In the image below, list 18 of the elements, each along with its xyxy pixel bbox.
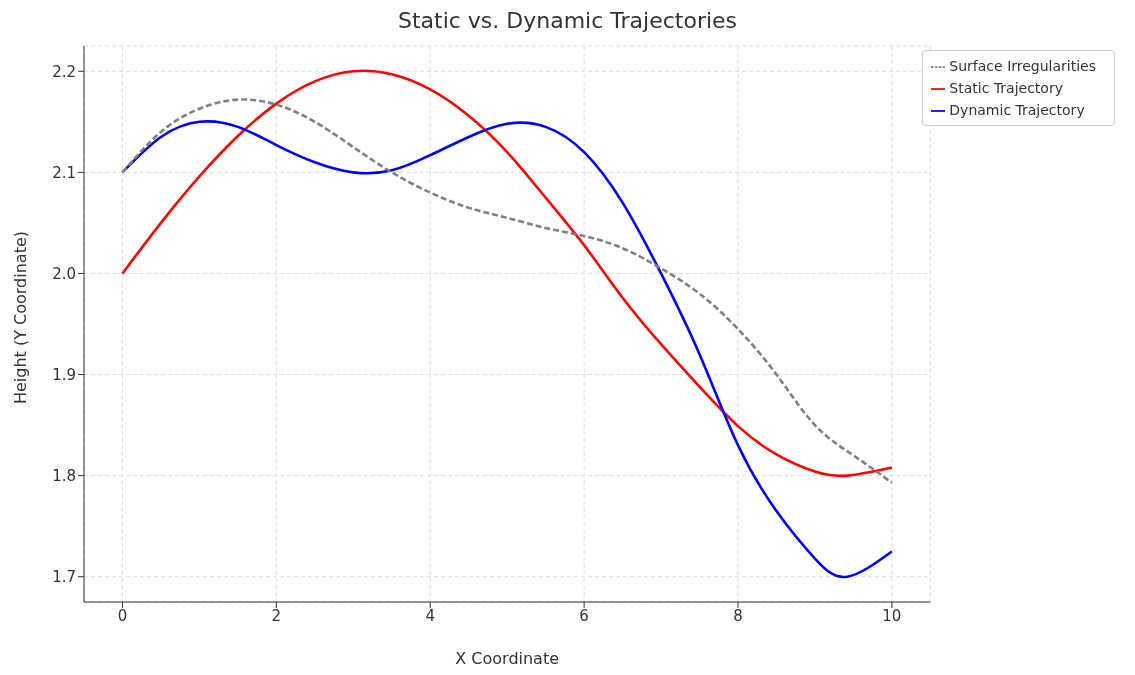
x-tick-label: 10 <box>882 606 902 625</box>
x-tick-label: 8 <box>733 606 743 625</box>
y-tick-label: 2.2 <box>52 62 76 81</box>
x-tick-label: 6 <box>579 606 589 625</box>
chart-title: Static vs. Dynamic Trajectories <box>396 8 739 35</box>
y-tick-label: 2.0 <box>52 264 76 283</box>
legend-label: Static Trajectory <box>949 80 1063 96</box>
legend-label: Dynamic Trajectory <box>949 102 1085 118</box>
x-tick-label: 0 <box>117 606 128 625</box>
y-tick-label: 2.1 <box>52 163 76 182</box>
x-axis-title: X Coordinate <box>455 649 560 668</box>
y-tick-label: 1.8 <box>52 466 76 485</box>
y-tick-label: 1.9 <box>52 365 76 384</box>
y-axis-title: Height (Y Coordinate) <box>10 230 30 404</box>
y-tick-label: 1.7 <box>52 568 76 587</box>
legend-label: Surface Irregularities <box>949 58 1096 74</box>
x-tick-label: 4 <box>425 606 435 625</box>
x-tick-label: 2 <box>271 606 282 625</box>
